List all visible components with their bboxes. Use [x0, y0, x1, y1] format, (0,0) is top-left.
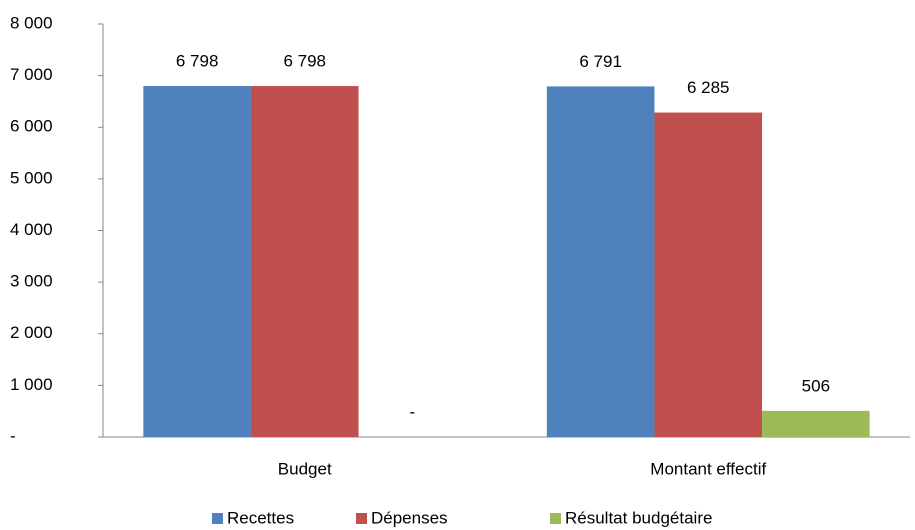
legend-label: Résultat budgétaire [565, 508, 712, 527]
legend-label: Dépenses [371, 508, 448, 527]
value-label: 6 285 [687, 78, 730, 97]
y-tick-label: 2 000 [10, 323, 53, 342]
y-tick-label: 4 000 [10, 220, 53, 239]
x-tick-label: Budget [278, 459, 332, 478]
bar [546, 86, 655, 438]
bar [762, 410, 870, 437]
value-label: 506 [802, 376, 830, 395]
value-label: - [410, 402, 416, 421]
y-tick-label: 3 000 [10, 272, 53, 291]
y-tick-label: 8 000 [10, 13, 53, 32]
y-tick-label: 1 000 [10, 375, 53, 394]
legend-swatch [212, 513, 223, 524]
legend-label: Recettes [227, 508, 294, 527]
legend-swatch [356, 513, 367, 524]
y-tick-label: 7 000 [10, 65, 53, 84]
legend-swatch [550, 513, 561, 524]
y-tick-label: 5 000 [10, 168, 53, 187]
value-label: 6 798 [283, 52, 326, 71]
bar [250, 86, 359, 437]
x-tick-label: Montant effectif [650, 459, 766, 478]
y-tick-label: - [10, 426, 16, 445]
y-tick-label: 6 000 [10, 117, 53, 136]
bar [654, 112, 763, 438]
value-label: 6 798 [176, 52, 219, 71]
bar [143, 86, 251, 437]
value-label: 6 791 [579, 52, 622, 71]
